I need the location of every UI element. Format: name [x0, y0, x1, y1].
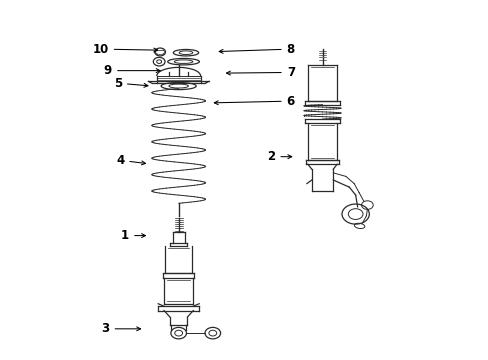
Text: 5: 5 [113, 77, 148, 90]
Text: 7: 7 [226, 66, 294, 79]
Text: 10: 10 [92, 42, 157, 55]
Text: 9: 9 [103, 64, 160, 77]
Text: 6: 6 [214, 95, 294, 108]
Text: 1: 1 [121, 229, 145, 242]
Text: 3: 3 [102, 322, 141, 335]
Text: 2: 2 [267, 150, 291, 163]
Text: 8: 8 [219, 42, 294, 55]
Text: 4: 4 [116, 154, 145, 167]
